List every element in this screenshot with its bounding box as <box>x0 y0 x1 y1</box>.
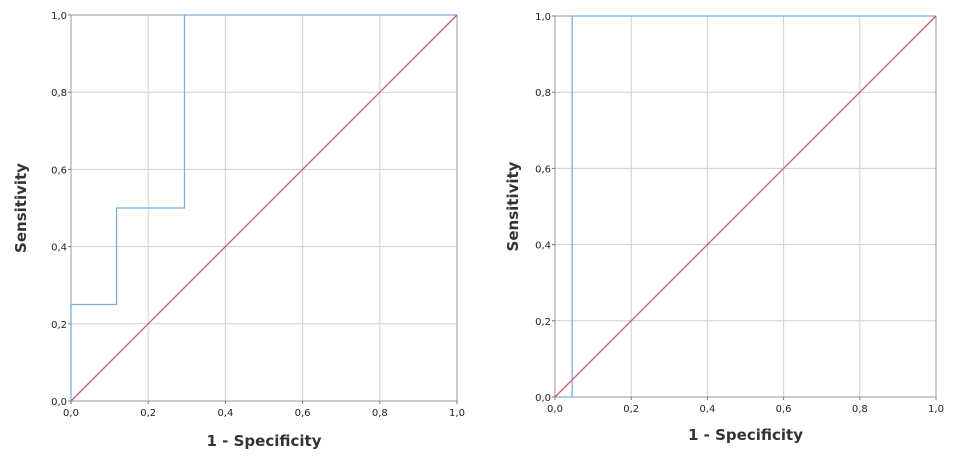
x-tick-label: 0,8 <box>852 404 868 415</box>
y-tick-label: 0,2 <box>51 320 67 331</box>
y-tick-label: 0,8 <box>535 88 551 99</box>
x-tick-label: 0,8 <box>372 408 388 419</box>
x-tick-label: 0,4 <box>217 408 233 419</box>
roc-curve-line <box>70 14 457 401</box>
y-tick-label: 1,0 <box>535 12 551 23</box>
x-tick-label: 0,4 <box>699 404 715 415</box>
x-tick-label: 0,0 <box>63 408 79 419</box>
roc-chart-left: 0,0 0,2 0,4 0,6 0,8 1,0 0,0 0,2 0,4 0,6 0,8 1,0 1 - … <box>12 11 465 450</box>
roc-curve-line <box>555 15 936 398</box>
y-tick-label: 0,2 <box>535 317 551 328</box>
y-tick-label: 0,6 <box>535 164 551 175</box>
y-tick-label: 0,0 <box>51 397 67 408</box>
x-tick-label: 0,6 <box>776 404 792 415</box>
roc-chart-right: 0,0 0,2 0,4 0,6 0,8 1,0 0,0 0,2 0,4 0,6 0,8 1,0 1 - … <box>504 12 944 444</box>
x-tick-label: 1,0 <box>928 404 944 415</box>
y-axis-title: Sensitivity <box>504 161 522 251</box>
y-tick-label: 0,6 <box>51 165 67 176</box>
x-tick-label: 0,6 <box>295 408 311 419</box>
y-tick-label: 0,4 <box>535 241 551 252</box>
y-axis-title: Sensitivity <box>12 163 30 253</box>
y-tick-label: 0,0 <box>535 393 551 404</box>
reference-diagonal-line <box>70 14 458 402</box>
y-tick-label: 1,0 <box>51 11 67 22</box>
x-tick-label: 0,0 <box>547 404 563 415</box>
y-tick-label: 0,4 <box>51 243 67 254</box>
x-axis-title: 1 - Specificity <box>688 426 803 444</box>
y-tick-label: 0,8 <box>51 88 67 99</box>
x-tick-label: 0,2 <box>140 408 156 419</box>
x-axis-title: 1 - Specificity <box>207 432 322 450</box>
reference-diagonal-line <box>554 15 937 398</box>
x-tick-label: 0,2 <box>623 404 639 415</box>
x-tick-label: 1,0 <box>449 408 465 419</box>
